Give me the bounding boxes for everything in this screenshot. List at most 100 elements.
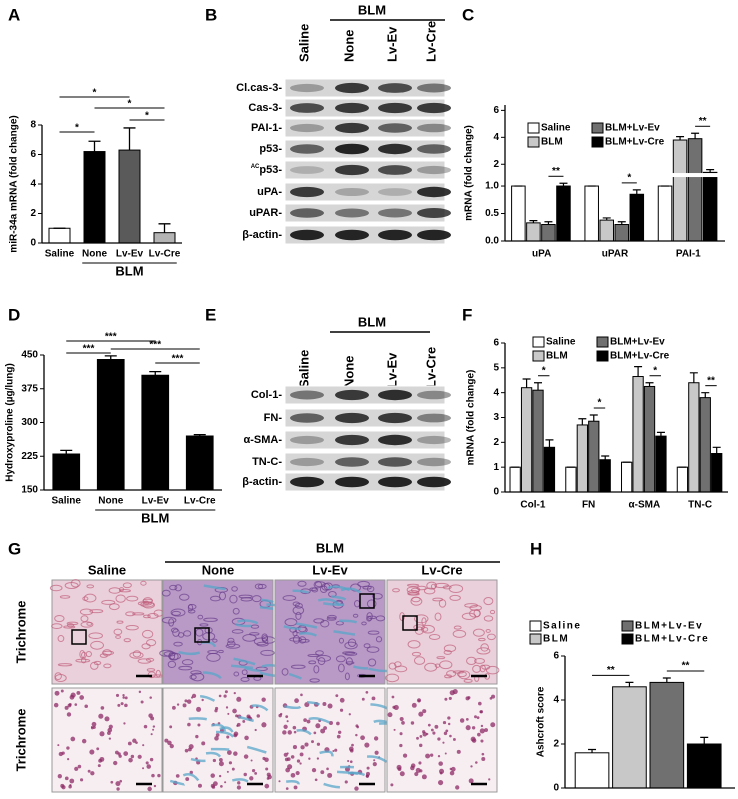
- cell: [437, 780, 444, 786]
- cell: [142, 767, 145, 770]
- error-bar: [617, 221, 626, 225]
- zoom-box: [359, 593, 375, 609]
- bar: [584, 185, 599, 242]
- collagen: [182, 772, 200, 782]
- cell: [425, 753, 431, 759]
- cell: [138, 690, 142, 694]
- tissue: [168, 618, 175, 627]
- cell: [410, 721, 415, 725]
- cell: [484, 728, 489, 733]
- bar: [96, 359, 125, 491]
- legend-label: Saline: [541, 123, 571, 134]
- tissue: [466, 656, 477, 666]
- blot-band: [335, 476, 369, 488]
- cell: [233, 733, 238, 738]
- collagen: [190, 757, 206, 763]
- cell: [76, 690, 81, 695]
- y-tick-label: 4: [30, 179, 36, 190]
- cell: [438, 761, 443, 766]
- cell: [135, 741, 138, 744]
- cell: [354, 786, 359, 791]
- tissue: [80, 621, 94, 628]
- blot-band: [417, 83, 451, 93]
- cell: [334, 748, 338, 752]
- tissue: [476, 647, 491, 655]
- blot-band: [335, 188, 369, 196]
- legend-label: BLM+Lv-Ev: [635, 621, 703, 632]
- cell: [218, 757, 223, 762]
- tissue: [421, 617, 427, 626]
- cell: [392, 705, 396, 709]
- tissue: [472, 664, 482, 673]
- cell: [449, 770, 455, 776]
- x-tick-label: None: [98, 496, 123, 507]
- error-bar: [104, 355, 117, 360]
- cell: [286, 720, 289, 723]
- cell: [266, 777, 270, 780]
- cell: [251, 768, 256, 773]
- cell: [434, 724, 439, 729]
- tissue: [256, 641, 269, 647]
- cell: [149, 757, 154, 762]
- cell: [237, 781, 241, 785]
- y-tick-label: 6: [493, 338, 499, 349]
- y-axis-label: mRNA (fold change): [464, 125, 475, 221]
- cell: [286, 752, 289, 755]
- blot-band: [290, 186, 324, 198]
- legend-swatch: [621, 620, 634, 632]
- collagen: [236, 619, 259, 625]
- cell: [306, 719, 311, 724]
- bar: [676, 466, 689, 493]
- cell: [119, 779, 123, 783]
- cell: [360, 735, 365, 741]
- cell: [225, 706, 229, 709]
- bar: [632, 376, 644, 493]
- error-bar: [712, 446, 721, 454]
- tissue: [428, 633, 441, 640]
- zoom-box: [402, 615, 418, 631]
- collagen: [231, 778, 249, 783]
- tissue: [82, 596, 89, 601]
- collagen: [319, 750, 334, 757]
- cell: [474, 715, 477, 719]
- cell: [107, 731, 111, 735]
- cell: [419, 769, 423, 773]
- cell: [124, 696, 128, 700]
- tissue: [309, 587, 318, 592]
- cell: [443, 731, 448, 736]
- cell: [201, 698, 204, 702]
- micrograph: [51, 687, 163, 793]
- y-tick-label: 4: [493, 387, 499, 398]
- cell: [127, 741, 132, 746]
- x-tick-label: Saline: [52, 496, 82, 507]
- cell: [220, 785, 223, 788]
- legend-swatch: [532, 350, 545, 362]
- tissue: [327, 614, 337, 620]
- cell: [455, 785, 460, 790]
- bar: [629, 193, 645, 242]
- bar: [702, 171, 718, 242]
- collagen: [323, 782, 340, 789]
- bar: [118, 149, 141, 244]
- cell: [456, 749, 461, 754]
- blot-band: [378, 208, 412, 218]
- cell: [361, 697, 365, 701]
- tissue: [132, 612, 145, 616]
- tissue: [101, 599, 116, 605]
- cell: [210, 783, 215, 788]
- tissue: [442, 585, 452, 590]
- lane-label: Lv-Ev: [384, 352, 399, 388]
- group-label: BLM: [115, 263, 143, 278]
- tissue: [171, 610, 181, 616]
- cell: [322, 702, 327, 706]
- tissue: [366, 612, 373, 621]
- collagen: [188, 717, 208, 721]
- tissue: [297, 580, 307, 587]
- tissue: [142, 614, 151, 619]
- blot-band: [378, 123, 412, 133]
- group-label: BLM: [141, 510, 169, 525]
- tissue: [308, 660, 317, 665]
- cell: [308, 757, 311, 760]
- legend-label: Saline: [543, 621, 581, 632]
- tissue: [57, 635, 65, 643]
